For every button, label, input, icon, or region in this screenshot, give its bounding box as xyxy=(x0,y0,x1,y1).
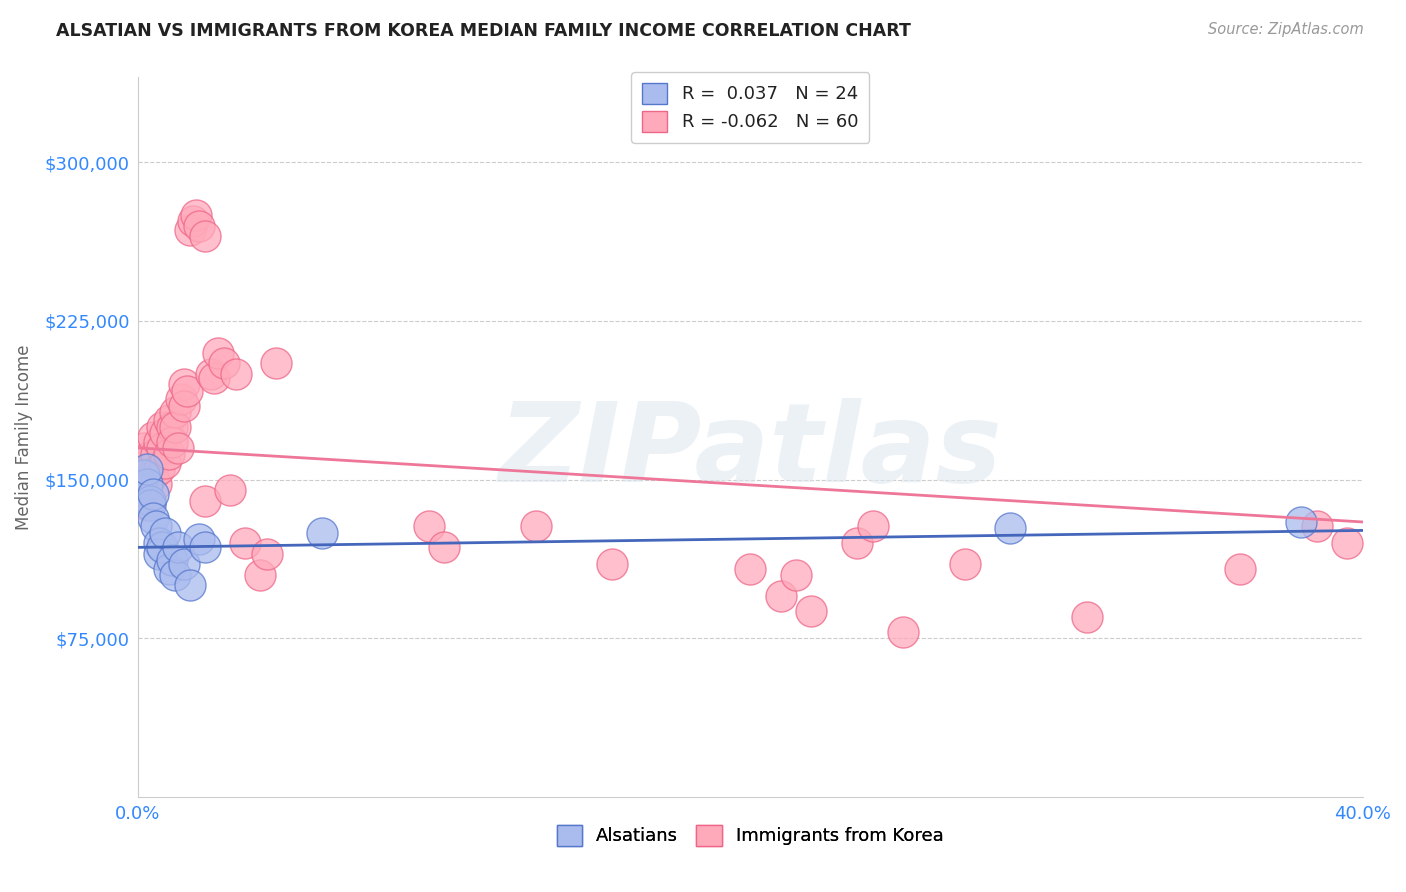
Alsatians xyxy=(173,558,195,572)
Immigrants from Korea xyxy=(132,483,155,498)
Alsatians xyxy=(194,541,217,555)
Immigrants from Korea xyxy=(218,483,240,498)
Alsatians xyxy=(311,525,333,540)
Immigrants from Korea xyxy=(166,441,188,455)
Alsatians xyxy=(152,541,174,555)
Y-axis label: Median Family Income: Median Family Income xyxy=(15,344,32,530)
Alsatians xyxy=(136,462,159,476)
Immigrants from Korea xyxy=(264,356,287,370)
Immigrants from Korea xyxy=(139,462,162,476)
Immigrants from Korea xyxy=(953,558,976,572)
Immigrants from Korea xyxy=(188,219,211,233)
Alsatians xyxy=(163,567,186,582)
Alsatians xyxy=(179,578,201,592)
Immigrants from Korea xyxy=(1076,610,1098,624)
Immigrants from Korea xyxy=(148,462,170,476)
Immigrants from Korea xyxy=(179,223,201,237)
Immigrants from Korea xyxy=(862,519,884,533)
Immigrants from Korea xyxy=(1229,561,1251,575)
Immigrants from Korea xyxy=(136,451,159,466)
Immigrants from Korea xyxy=(181,214,204,228)
Immigrants from Korea xyxy=(160,419,183,434)
Immigrants from Korea xyxy=(1305,519,1327,533)
Text: ALSATIAN VS IMMIGRANTS FROM KOREA MEDIAN FAMILY INCOME CORRELATION CHART: ALSATIAN VS IMMIGRANTS FROM KOREA MEDIAN… xyxy=(56,22,911,40)
Immigrants from Korea xyxy=(152,441,174,455)
Immigrants from Korea xyxy=(194,229,217,244)
Immigrants from Korea xyxy=(142,430,165,444)
Immigrants from Korea xyxy=(155,425,177,440)
Immigrants from Korea xyxy=(249,567,271,582)
Alsatians xyxy=(145,519,167,533)
Immigrants from Korea xyxy=(200,367,222,381)
Immigrants from Korea xyxy=(132,441,155,455)
Immigrants from Korea xyxy=(194,493,217,508)
Immigrants from Korea xyxy=(157,413,180,427)
Immigrants from Korea xyxy=(173,399,195,413)
Immigrants from Korea xyxy=(256,547,278,561)
Immigrants from Korea xyxy=(155,456,177,470)
Immigrants from Korea xyxy=(152,419,174,434)
Immigrants from Korea xyxy=(769,589,792,603)
Alsatians xyxy=(142,487,165,501)
Alsatians xyxy=(166,541,188,555)
Immigrants from Korea xyxy=(173,377,195,392)
Immigrants from Korea xyxy=(142,468,165,483)
Immigrants from Korea xyxy=(207,345,229,359)
Alsatians xyxy=(157,561,180,575)
Immigrants from Korea xyxy=(160,434,183,449)
Immigrants from Korea xyxy=(846,536,869,550)
Immigrants from Korea xyxy=(785,567,807,582)
Immigrants from Korea xyxy=(418,519,440,533)
Alsatians xyxy=(155,525,177,540)
Immigrants from Korea xyxy=(129,462,152,476)
Immigrants from Korea xyxy=(163,419,186,434)
Alsatians xyxy=(160,553,183,567)
Alsatians xyxy=(139,493,162,508)
Legend: Alsatians, Immigrants from Korea: Alsatians, Immigrants from Korea xyxy=(550,818,950,853)
Alsatians xyxy=(148,547,170,561)
Alsatians xyxy=(142,510,165,524)
Immigrants from Korea xyxy=(800,604,823,618)
Alsatians xyxy=(136,476,159,491)
Immigrants from Korea xyxy=(233,536,256,550)
Immigrants from Korea xyxy=(225,367,247,381)
Immigrants from Korea xyxy=(145,476,167,491)
Alsatians xyxy=(188,532,211,546)
Immigrants from Korea xyxy=(740,561,762,575)
Immigrants from Korea xyxy=(1336,536,1358,550)
Immigrants from Korea xyxy=(204,371,226,385)
Immigrants from Korea xyxy=(184,208,207,222)
Text: ZIPatlas: ZIPatlas xyxy=(498,398,1002,505)
Immigrants from Korea xyxy=(602,558,624,572)
Immigrants from Korea xyxy=(136,498,159,512)
Immigrants from Korea xyxy=(433,541,456,555)
Immigrants from Korea xyxy=(891,625,914,640)
Text: Source: ZipAtlas.com: Source: ZipAtlas.com xyxy=(1208,22,1364,37)
Immigrants from Korea xyxy=(139,493,162,508)
Immigrants from Korea xyxy=(148,434,170,449)
Immigrants from Korea xyxy=(170,392,193,407)
Alsatians xyxy=(129,483,152,498)
Immigrants from Korea xyxy=(157,447,180,461)
Alsatians xyxy=(1291,515,1313,529)
Alsatians xyxy=(132,468,155,483)
Immigrants from Korea xyxy=(176,384,198,398)
Immigrants from Korea xyxy=(145,447,167,461)
Immigrants from Korea xyxy=(524,519,547,533)
Alsatians xyxy=(148,536,170,550)
Alsatians xyxy=(139,498,162,512)
Immigrants from Korea xyxy=(163,405,186,419)
Alsatians xyxy=(1000,521,1022,535)
Immigrants from Korea xyxy=(212,356,235,370)
